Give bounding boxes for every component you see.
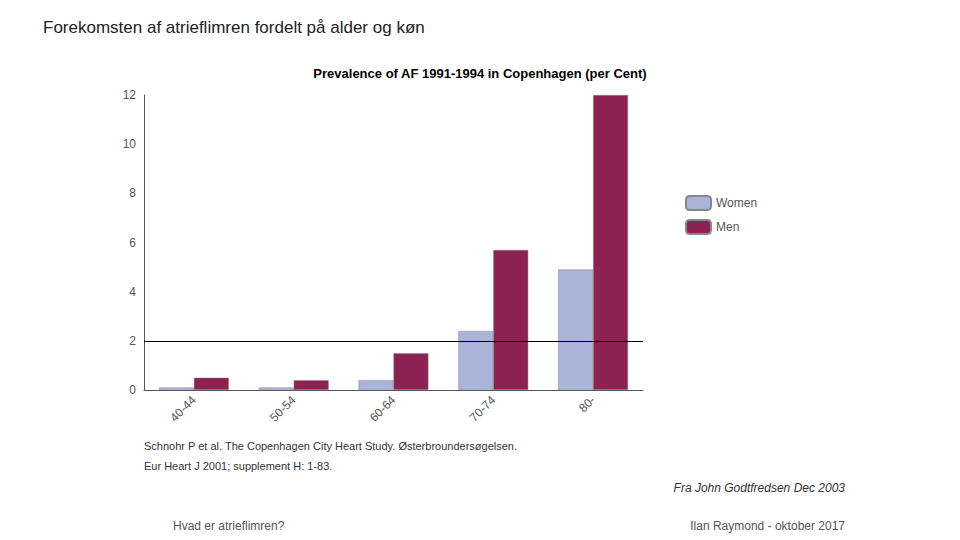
svg-text:50-54: 50-54 xyxy=(267,393,299,425)
svg-text:Ilan Raymond - oktober 2017: Ilan Raymond - oktober 2017 xyxy=(690,519,845,533)
svg-text:Eur Heart J 2001; supplement H: Eur Heart J 2001; supplement H: 1-83. xyxy=(144,460,332,472)
svg-text:Forekomsten af atrieflimren fo: Forekomsten af atrieflimren fordelt på a… xyxy=(43,18,425,37)
svg-text:10: 10 xyxy=(123,137,137,151)
svg-text:70-74: 70-74 xyxy=(467,393,499,425)
svg-text:Schnohr P et al. The Copenhage: Schnohr P et al. The Copenhagen City Hea… xyxy=(144,440,517,452)
svg-text:Women: Women xyxy=(716,196,757,210)
svg-text:Hvad er atrieflimren?: Hvad er atrieflimren? xyxy=(173,519,285,533)
svg-text:2: 2 xyxy=(129,334,136,348)
svg-text:0: 0 xyxy=(129,383,136,397)
svg-text:Prevalence of AF 1991-1994 in: Prevalence of AF 1991-1994 in Copenhagen… xyxy=(313,66,646,81)
svg-text:60-64: 60-64 xyxy=(367,393,399,425)
svg-text:8: 8 xyxy=(129,186,136,200)
svg-text:Men: Men xyxy=(716,220,739,234)
svg-text:40-44: 40-44 xyxy=(167,393,199,425)
svg-text:80-: 80- xyxy=(576,393,598,415)
svg-text:6: 6 xyxy=(129,236,136,250)
svg-text:4: 4 xyxy=(129,285,136,299)
svg-text:Fra John Godtfredsen Dec 2003: Fra John Godtfredsen Dec 2003 xyxy=(674,481,846,495)
svg-text:12: 12 xyxy=(123,88,137,102)
